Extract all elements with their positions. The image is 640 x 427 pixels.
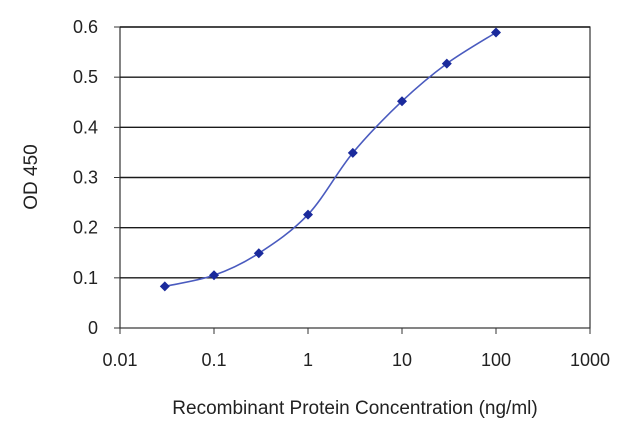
- y-tick-label: 0.5: [73, 67, 98, 87]
- x-axis-tick-labels: 0.01 0.1 1 10 100 1000: [102, 350, 610, 370]
- y-tick-label: 0.4: [73, 117, 98, 137]
- series-markers: [159, 27, 501, 292]
- y-axis-title: OD 450: [21, 144, 42, 209]
- y-tick-label: 0.3: [73, 168, 98, 188]
- y-tick-label: 0: [88, 318, 98, 338]
- y-tick-label: 0.6: [73, 17, 98, 37]
- series-line: [164, 31, 497, 288]
- y-axis-tick-labels: 0 0.1 0.2 0.3 0.4 0.5 0.6: [73, 17, 98, 338]
- y-tick-label: 0.2: [73, 218, 98, 238]
- y-tick-label: 0.1: [73, 268, 98, 288]
- x-tick-label: 0.1: [201, 350, 226, 370]
- data-point-marker: [303, 209, 313, 220]
- data-point-marker: [159, 281, 170, 292]
- x-axis-title: Recombinant Protein Concentration (ng/ml…: [172, 398, 537, 419]
- x-tick-label: 0.01: [102, 350, 137, 370]
- data-point-marker: [397, 96, 407, 107]
- data-point-marker: [347, 147, 358, 158]
- x-tick-label: 10: [392, 350, 412, 370]
- data-point-marker: [253, 248, 264, 259]
- x-tick-label: 1: [303, 350, 313, 370]
- data-point-marker: [441, 58, 452, 69]
- data-point-marker: [491, 27, 501, 38]
- grid-lines: [114, 26, 590, 329]
- data-point-marker: [209, 270, 219, 281]
- x-tick-label: 100: [481, 350, 511, 370]
- x-tick-label: 1000: [570, 350, 610, 370]
- x-axis-ticks: [119, 328, 591, 334]
